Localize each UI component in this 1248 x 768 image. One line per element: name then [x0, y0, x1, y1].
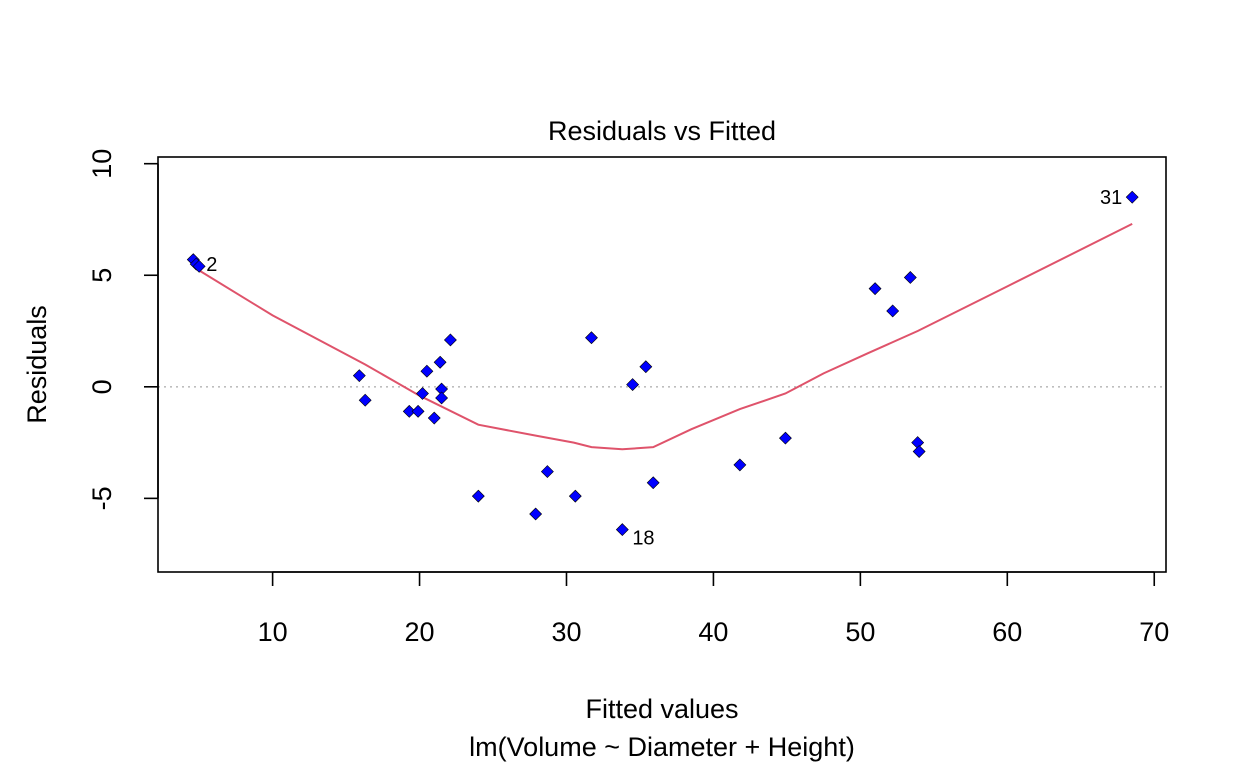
- data-point: [912, 445, 926, 458]
- y-tick-label: 0: [87, 379, 117, 394]
- y-tick-label: -5: [87, 486, 117, 510]
- x-tick-label: 20: [405, 617, 435, 647]
- x-tick-label: 70: [1139, 617, 1169, 647]
- x-axis-label: Fitted values: [585, 694, 738, 724]
- data-point: [626, 378, 640, 392]
- data-point: [427, 411, 441, 425]
- data-point: [868, 282, 882, 296]
- data-point: [352, 369, 366, 383]
- data-point: [568, 489, 582, 503]
- data-point: [420, 364, 434, 378]
- x-axis: 10 20 30 40 50 60 70: [258, 571, 1169, 647]
- data-point: [639, 360, 653, 374]
- chart-title: Residuals vs Fitted: [548, 116, 776, 146]
- data-point: [402, 404, 416, 418]
- data-point: [192, 259, 206, 273]
- data-point: [646, 476, 660, 490]
- data-point: [416, 387, 429, 400]
- point-label-18: 18: [632, 528, 654, 550]
- x-tick-label: 60: [992, 617, 1022, 647]
- data-point: [1125, 190, 1139, 204]
- data-point: [540, 465, 554, 479]
- data-point: [903, 271, 917, 284]
- x-tick-label: 30: [551, 617, 581, 647]
- x-tick-label: 40: [698, 617, 728, 647]
- point-labels-layer: 2 18 31: [206, 187, 1122, 549]
- y-tick-label: 5: [87, 268, 117, 283]
- y-tick-label: 10: [87, 149, 117, 179]
- x-tick-label: 50: [845, 617, 875, 647]
- point-label-31: 31: [1100, 187, 1122, 209]
- model-formula-subtitle: lm(Volume ~ Diameter + Height): [469, 732, 855, 762]
- data-point: [529, 507, 543, 521]
- y-axis-label: Residuals: [22, 305, 52, 424]
- data-point: [733, 458, 747, 472]
- points-layer: [186, 190, 1139, 537]
- data-point: [435, 391, 449, 405]
- data-point: [615, 523, 629, 537]
- data-point: [471, 489, 485, 503]
- lowess-smooth-line: [195, 223, 1133, 451]
- data-point: [585, 331, 598, 345]
- smooth-line-layer: [195, 223, 1133, 451]
- data-point: [886, 304, 900, 318]
- point-label-2: 2: [206, 254, 217, 276]
- data-point: [358, 393, 372, 407]
- data-point: [779, 431, 792, 445]
- data-point: [433, 355, 447, 369]
- y-axis: -5 0 5 10: [87, 149, 159, 510]
- data-point: [411, 404, 425, 418]
- data-point: [443, 333, 457, 347]
- x-tick-label: 10: [258, 617, 288, 647]
